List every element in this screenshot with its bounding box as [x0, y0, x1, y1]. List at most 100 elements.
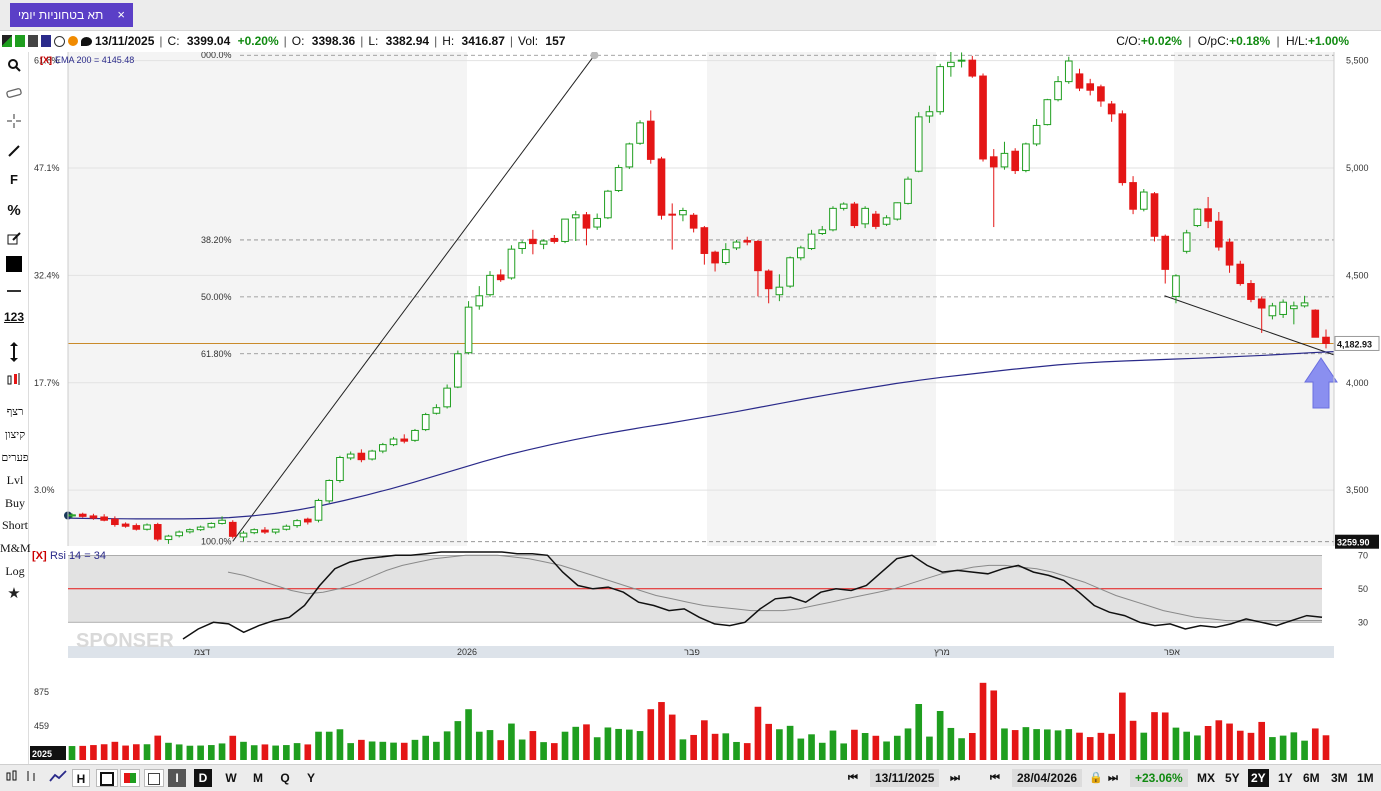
candle-body [186, 529, 194, 533]
alert-icon[interactable] [68, 36, 78, 46]
volume-bar [1279, 735, 1287, 760]
range-5y[interactable]: 5Y [1225, 771, 1240, 785]
tool-mm[interactable]: M&M [0, 541, 31, 555]
interval-q[interactable]: Q [280, 771, 290, 785]
next-end-button[interactable]: ⏭ [1108, 772, 1118, 784]
lock-icon[interactable]: 🔒 [1089, 772, 1103, 784]
tool-streak[interactable]: רצף [6, 406, 24, 418]
fib-label: 50.00% [201, 292, 232, 302]
volume-bar [990, 690, 998, 760]
edit-icon[interactable] [0, 232, 28, 249]
tab-chart[interactable]: תא בטחוניות יומי × [10, 3, 133, 27]
star-icon[interactable]: ★ [7, 585, 21, 602]
comment-icon[interactable] [81, 36, 92, 46]
low-tag-box [1335, 534, 1379, 549]
chart-area[interactable]: 000.0% 38.20% 50.00% 61.80% 100.0% 3,500 4,00… [0, 52, 1381, 764]
volume-bar [1011, 730, 1019, 760]
pct-tick-label: 32.4% [34, 270, 60, 280]
copy-icon[interactable] [28, 35, 38, 47]
first-start-button[interactable]: ⏮ [848, 772, 858, 784]
candle-body [421, 414, 430, 431]
close-icon[interactable]: × [117, 7, 125, 22]
heikin-icon[interactable] [96, 769, 118, 787]
volume-bar [701, 720, 708, 760]
volume-bar [486, 730, 494, 760]
candle-body [1193, 208, 1202, 227]
candle-icon[interactable] [0, 372, 28, 389]
end-date[interactable]: 28/04/2026 [1012, 769, 1083, 787]
volume-bar [165, 742, 172, 760]
volume-bar [733, 741, 740, 760]
save-icon[interactable] [144, 769, 164, 787]
vertical-bar-icon[interactable] [0, 342, 28, 365]
candle-body [1322, 336, 1330, 344]
crosshair-icon[interactable] [0, 114, 28, 131]
candle-body [121, 523, 130, 527]
tool-buy[interactable]: Buy [4, 496, 25, 510]
ema-remove-marker[interactable]: [X] [40, 55, 52, 65]
range-mx[interactable]: MX [1197, 771, 1215, 785]
volume-bar [647, 709, 655, 760]
start-date[interactable]: 13/11/2025 [870, 769, 940, 787]
arrow-shape [1304, 357, 1338, 409]
chart-type-icon[interactable] [2, 35, 12, 47]
volume-bar [690, 734, 697, 760]
range-6m[interactable]: 6M [1303, 771, 1320, 785]
interval-i[interactable]: I [168, 769, 186, 787]
next-start-button[interactable]: ⏭ [950, 772, 960, 784]
color-icon[interactable] [0, 256, 28, 272]
candle-style-icon[interactable] [2, 769, 22, 787]
volume-bar [347, 743, 354, 760]
interval-y[interactable]: Y [306, 771, 315, 785]
pen-icon[interactable] [0, 144, 28, 161]
range-3m[interactable]: 3M [1331, 771, 1348, 785]
hollow-button[interactable]: H [72, 769, 90, 787]
volume-bar [851, 729, 858, 760]
percent-tool[interactable]: % [7, 202, 21, 219]
range-1m[interactable]: 1M [1357, 771, 1374, 785]
candle [475, 286, 484, 310]
candle-body [1300, 302, 1309, 307]
range-2y[interactable]: 2Y [1248, 769, 1269, 787]
support-trend-line [1164, 295, 1335, 356]
registered-icon[interactable] [54, 35, 65, 47]
numbers-tool[interactable]: 123 [3, 310, 25, 324]
candle [357, 449, 366, 463]
tool-log[interactable]: Log [5, 564, 25, 578]
range-1y[interactable]: 1Y [1278, 771, 1293, 785]
news-icon[interactable] [41, 35, 51, 47]
interval-d[interactable]: D [194, 769, 212, 787]
eraser-icon[interactable] [0, 86, 28, 101]
time-axis: דצמ 2026 פבר מרץ אפר [68, 646, 1334, 658]
tool-short[interactable]: Short [1, 518, 28, 532]
search-icon[interactable] [0, 58, 28, 75]
volume-bar [711, 733, 719, 760]
interval-w[interactable]: W [225, 771, 237, 785]
candle [807, 229, 816, 251]
volume-bar [1001, 728, 1008, 760]
hline-icon[interactable] [0, 284, 28, 298]
candle-body [818, 229, 827, 234]
tool-lvl[interactable]: Lvl [6, 473, 24, 487]
first-end-button[interactable]: ⏮ [990, 772, 1000, 784]
candle-body [679, 210, 687, 216]
volume-bar [754, 706, 762, 760]
tool-gaps[interactable]: פערים [1, 452, 29, 464]
bars-icon[interactable] [15, 35, 25, 47]
volume-bar [861, 733, 869, 760]
color-bars-icon[interactable] [120, 769, 140, 787]
candle [646, 110, 655, 164]
fib-tool[interactable]: F [10, 172, 18, 187]
volume-bar [668, 714, 676, 760]
candle-body [1064, 60, 1073, 83]
tool-extreme[interactable]: קיצון [4, 429, 26, 441]
line-style-icon[interactable] [46, 769, 70, 787]
candle [636, 120, 644, 145]
price-tag-box [1334, 335, 1380, 351]
volume-bar [411, 739, 419, 760]
bar-style-icon[interactable] [22, 769, 42, 787]
rsi-remove-marker[interactable]: [X] [32, 550, 47, 562]
candle-body [1236, 263, 1245, 285]
candle-body [218, 519, 226, 524]
interval-m[interactable]: M [253, 771, 263, 785]
